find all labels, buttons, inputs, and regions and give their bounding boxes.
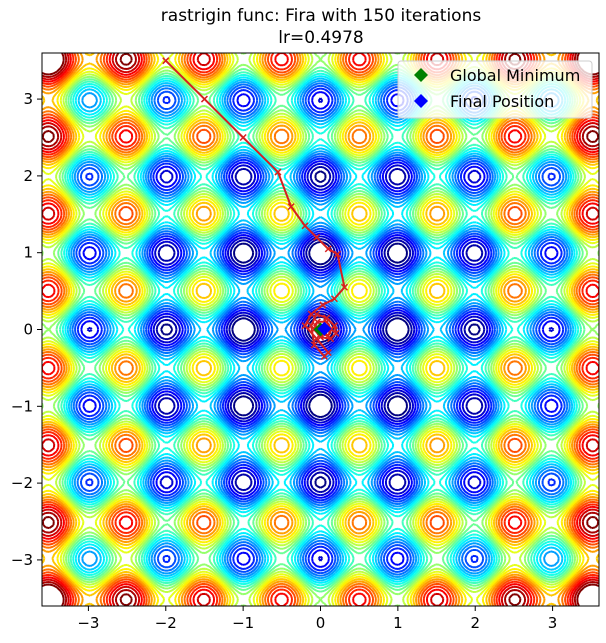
- contour-level-15.5: [74, 84, 567, 575]
- legend-final-position-marker: [414, 94, 428, 108]
- contour-level-9.2: [86, 97, 555, 562]
- final-position-marker: [317, 321, 332, 336]
- contour-level-13.4: [76, 87, 565, 572]
- x-tick-label: −1: [232, 614, 254, 632]
- path-point: [200, 95, 208, 103]
- path-point: [340, 283, 349, 291]
- x-tick-label: 1: [393, 614, 403, 632]
- contour-level-30.2: [55, 66, 586, 593]
- marker-layer: [313, 321, 332, 337]
- contour-level-5.0: [160, 170, 481, 489]
- legend-global-minimum-marker: [414, 68, 428, 82]
- contour-level-19.7: [69, 79, 572, 580]
- y-tick-label: −3: [11, 551, 33, 569]
- y-tick-label: −1: [11, 397, 33, 415]
- path-point: [301, 322, 309, 330]
- path-point: [287, 203, 295, 211]
- legend-box: [397, 60, 593, 119]
- path-point: [320, 352, 328, 360]
- y-tick-label: 1: [23, 244, 33, 262]
- contour-level-26.0: [61, 72, 580, 587]
- path-point: [313, 233, 321, 241]
- path-point: [324, 245, 332, 253]
- path-line: [165, 59, 346, 358]
- path-point: [307, 310, 315, 318]
- path-point: [301, 222, 309, 230]
- contour-level-44.9: [42, 53, 599, 606]
- y-axis: −3 −2 −1 0 1 2 3: [11, 90, 42, 569]
- contour-level-38.6: [42, 53, 599, 606]
- contour-level-11.3: [80, 91, 561, 568]
- contour-level-28.1: [58, 69, 583, 590]
- path-point: [239, 133, 247, 142]
- y-tick-label: 2: [23, 167, 33, 185]
- path-point: [330, 295, 338, 303]
- path-point: [310, 341, 318, 349]
- path-point: [274, 168, 282, 176]
- y-tick-label: 3: [23, 90, 33, 108]
- x-tick-label: −2: [155, 614, 177, 632]
- contour-level-47.0: [42, 53, 599, 606]
- x-tick-label: 3: [548, 614, 558, 632]
- contour-level-7.1: [155, 165, 486, 494]
- legend-final-position-label: Final Position: [450, 92, 554, 111]
- y-tick-label: −2: [11, 474, 33, 492]
- x-tick-label: −3: [77, 614, 99, 632]
- x-tick-label: 0: [316, 614, 326, 632]
- path-point: [313, 310, 321, 318]
- legend: Global Minimum Final Position: [397, 60, 593, 119]
- x-axis: −3 −2 −1 0 1 2 3: [77, 606, 557, 632]
- contour-level-21.8: [66, 77, 575, 582]
- path-point: [319, 301, 327, 309]
- contour-level-36.5: [42, 53, 599, 606]
- legend-global-minimum-label: Global Minimum: [450, 66, 580, 85]
- contour-level-57.5: [42, 53, 599, 606]
- path-point: [162, 57, 170, 65]
- contour-level-17.6: [71, 82, 570, 577]
- chart-subtitle: lr=0.4978: [278, 28, 363, 48]
- contour-level-23.9: [64, 75, 577, 584]
- path-point: [333, 250, 342, 258]
- chart-title: rastrigin func: Fira with 150 iterations: [161, 6, 482, 26]
- x-tick-label: 2: [470, 614, 480, 632]
- y-tick-label: 0: [23, 321, 33, 339]
